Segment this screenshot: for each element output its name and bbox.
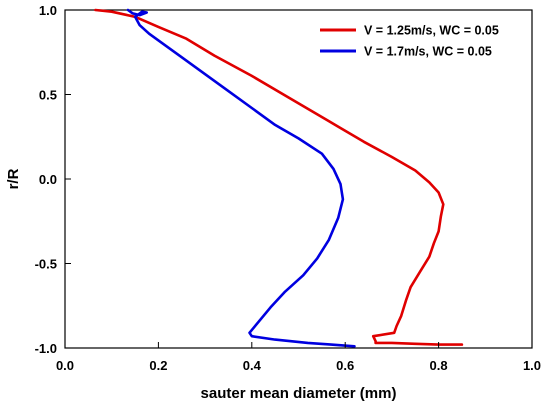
legend: V = 1.25m/s, WC = 0.05 V = 1.7m/s, WC = 0…	[320, 24, 499, 59]
y-tick-label: -0.5	[35, 257, 57, 272]
series-line-1	[94, 8, 464, 346]
x-tick-label: 0.2	[149, 358, 167, 373]
x-axis-label: sauter mean diameter (mm)	[201, 385, 397, 402]
y-axis-label: r/R	[5, 168, 22, 189]
ticks-group: 0.0 0.2 0.4 0.6 0.8 1.0 1.0 0.5 0.0 -0.5 -1.0	[35, 3, 541, 373]
legend-label-1: V = 1.25m/s, WC = 0.05	[364, 24, 499, 38]
x-tick-label: 1.0	[523, 358, 541, 373]
legend-label-2: V = 1.7m/s, WC = 0.05	[364, 45, 492, 59]
y-tick-label: -1.0	[35, 341, 57, 356]
y-tick-label: 0.0	[39, 172, 57, 187]
series-line-2	[126, 8, 356, 348]
plot-frame-group	[64, 9, 533, 349]
y-tick-label: 1.0	[39, 3, 57, 18]
x-tick-label: 0.4	[243, 358, 262, 373]
x-tick-label: 0.8	[430, 358, 448, 373]
x-tick-label: 0.0	[56, 358, 74, 373]
series-group	[94, 8, 464, 348]
plot-frame	[64, 9, 533, 349]
x-tick-label: 0.6	[336, 358, 354, 373]
y-tick-label: 0.5	[39, 88, 57, 103]
